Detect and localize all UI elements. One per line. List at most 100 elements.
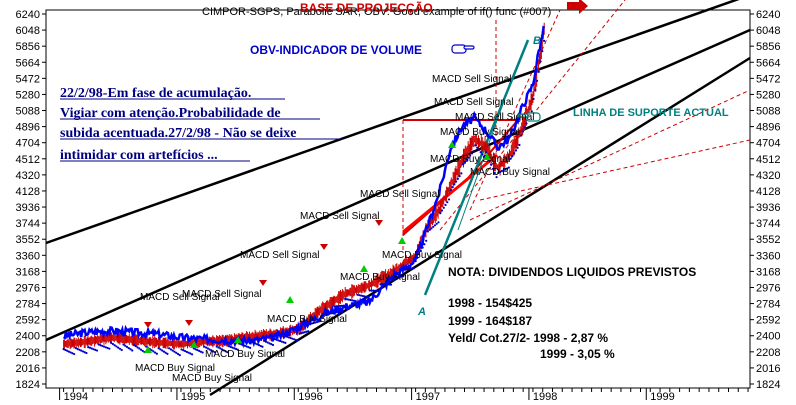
sar-dot bbox=[226, 351, 229, 354]
svg-text:MACD Buy Signal: MACD Buy Signal bbox=[340, 272, 420, 283]
sar-dot bbox=[449, 188, 452, 192]
sar-dot bbox=[432, 225, 435, 228]
sar-dot bbox=[125, 345, 129, 348]
sar-dot bbox=[326, 312, 329, 315]
sar-dot bbox=[301, 331, 305, 334]
sar-dot bbox=[352, 299, 356, 302]
sar-dot bbox=[389, 283, 393, 286]
sar-dot bbox=[460, 172, 463, 175]
sar-dot bbox=[495, 176, 498, 179]
sar-dot bbox=[310, 322, 313, 325]
y-tick-label-right: 3552 bbox=[756, 234, 780, 246]
sar-dot bbox=[418, 253, 421, 256]
sar-dot bbox=[502, 169, 505, 172]
pointing-hand-icon-support bbox=[517, 112, 541, 122]
sar-dot bbox=[458, 175, 461, 178]
channel-line-upper bbox=[45, 0, 740, 245]
sar-dot bbox=[400, 275, 403, 278]
sar-dot bbox=[347, 298, 350, 301]
sar-dot bbox=[321, 312, 324, 316]
y-axis-left: 1824 2016 2208 2400 2592 2784 2976 3168 3360 3552… bbox=[16, 9, 46, 391]
sar-dot bbox=[474, 144, 477, 147]
y-tick-label-right: 4704 bbox=[756, 138, 780, 150]
sar-dot bbox=[335, 305, 338, 308]
sar-dot bbox=[403, 268, 407, 271]
signal-annotation: MACD Sell Signal bbox=[434, 97, 513, 108]
sar-dot bbox=[280, 340, 283, 343]
y-tick-label-left: 4704 bbox=[16, 138, 40, 150]
sar-dot bbox=[164, 351, 167, 354]
sar-dot bbox=[94, 348, 97, 351]
sar-dot bbox=[477, 148, 481, 152]
sar-dot bbox=[506, 167, 509, 170]
sar-dot bbox=[405, 268, 408, 271]
sar-dot bbox=[354, 300, 357, 303]
sar-dot bbox=[372, 289, 375, 292]
signal-arrows bbox=[144, 141, 491, 353]
sar-dot bbox=[268, 342, 271, 345]
svg-text:MACD Buy Signal: MACD Buy Signal bbox=[470, 167, 550, 178]
svg-text:MACD Sell Signal: MACD Sell Signal bbox=[300, 211, 379, 222]
arrow-up-icon bbox=[483, 153, 491, 160]
svg-text:NOTA: DIVIDENDOS LIQUIDOS PREV: NOTA: DIVIDENDOS LIQUIDOS PREVISTOS bbox=[448, 265, 696, 279]
sar-dot bbox=[349, 298, 352, 302]
svg-text:22/2/98-Em fase de acumulação.: 22/2/98-Em fase de acumulação. bbox=[60, 86, 251, 101]
sar-dot bbox=[317, 320, 320, 323]
sar-dot bbox=[277, 339, 280, 342]
arrow-up-icon bbox=[286, 296, 294, 303]
sar-dot bbox=[220, 348, 224, 351]
arrow-up-icon bbox=[234, 336, 242, 343]
sar-dot bbox=[134, 345, 137, 348]
sar-dot bbox=[102, 345, 106, 348]
y-tick-label-right: 5664 bbox=[756, 57, 780, 69]
sar-dot bbox=[507, 166, 510, 169]
sar-dot bbox=[307, 330, 310, 333]
sar-dot bbox=[303, 331, 306, 334]
sar-dot bbox=[104, 346, 107, 349]
sar-dot bbox=[238, 342, 241, 345]
sar-dot bbox=[484, 151, 488, 154]
sar-dot bbox=[324, 312, 327, 315]
sar-dot bbox=[338, 304, 342, 308]
y-tick-label-right: 2400 bbox=[756, 331, 780, 343]
sar-dot bbox=[95, 349, 99, 352]
sar-dot bbox=[256, 343, 259, 346]
sar-dot bbox=[298, 332, 301, 335]
sar-dot bbox=[233, 347, 236, 350]
sar-dot bbox=[259, 344, 262, 348]
sar-dot bbox=[391, 276, 394, 279]
y-tick-label-right: 5856 bbox=[756, 41, 780, 53]
sar-dot bbox=[69, 351, 72, 354]
sar-dot bbox=[249, 346, 252, 349]
sar-dot bbox=[491, 167, 495, 170]
sar-dot bbox=[402, 275, 405, 278]
sar-dot bbox=[206, 347, 210, 350]
sar-dot bbox=[476, 146, 479, 149]
sar-dot bbox=[263, 339, 266, 342]
arrow-down-icon bbox=[259, 280, 267, 286]
arrow-up-icon bbox=[398, 237, 406, 244]
sar-dot bbox=[433, 224, 437, 227]
arrow-up-icon bbox=[144, 346, 152, 353]
sar-dot bbox=[384, 283, 387, 286]
sar-dot bbox=[446, 201, 449, 204]
sar-dot bbox=[516, 146, 519, 149]
signal-annotation: MACD Sell Signal bbox=[360, 189, 439, 200]
sar-dot bbox=[111, 342, 114, 346]
sar-dot bbox=[243, 344, 246, 347]
sar-dot bbox=[514, 149, 518, 152]
y-tick-label-right: 2208 bbox=[756, 347, 780, 359]
svg-text:MACD Buy Signal: MACD Buy Signal bbox=[172, 373, 252, 384]
arrow-down-icon bbox=[144, 322, 152, 328]
y-tick-label-left: 3744 bbox=[16, 218, 40, 230]
sar-dot bbox=[250, 340, 254, 343]
sar-dot bbox=[199, 350, 202, 353]
trendline-a-label: A bbox=[417, 306, 426, 318]
sar-dot bbox=[375, 289, 378, 292]
y-tick-label-right: 5088 bbox=[756, 106, 780, 118]
y-tick-label-right: 3168 bbox=[756, 266, 780, 278]
sar-dot bbox=[356, 293, 359, 296]
y-tick-label-left: 1824 bbox=[16, 379, 40, 391]
sar-dot bbox=[198, 349, 201, 352]
sar-dot bbox=[379, 283, 382, 286]
